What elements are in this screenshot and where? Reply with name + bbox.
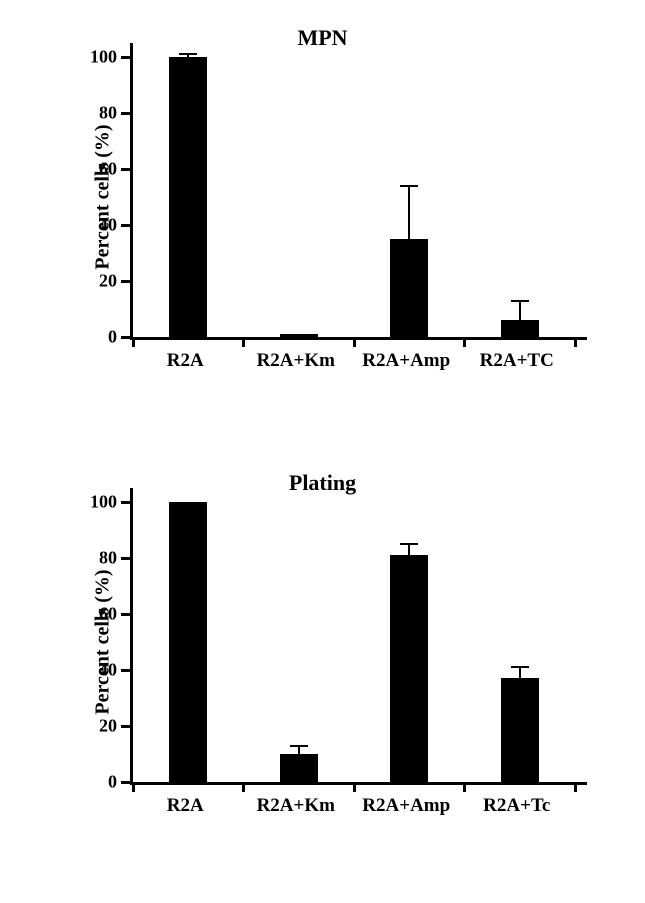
y-tick-label: 100 [90,492,133,513]
y-tick-label: 100 [90,47,133,68]
x-tick-label: R2A [167,350,204,372]
chart-mpn: MPN Percent cells (%) 020406080100 R2AR2… [60,25,585,380]
error-bar [408,544,410,555]
bar [390,555,428,782]
error-cap [400,543,418,545]
x-tick-label: R2A+Amp [362,795,450,817]
y-tick-label: 20 [99,716,133,737]
chart-plating: Plating Percent cells (%) 020406080100 R… [60,470,585,825]
page: MPN Percent cells (%) 020406080100 R2AR2… [0,0,645,903]
axis-overrun [575,337,587,340]
error-bar [519,667,521,678]
y-axis-label: Percent cells (%) [92,569,115,714]
y-tick-label: 20 [99,271,133,292]
error-cap [511,666,529,668]
x-label-row: R2A R2A+Km R2A+Amp R2A+Tc [130,785,575,825]
x-tick-label: R2A+Amp [362,350,450,372]
error-cap [400,185,418,187]
y-tick-label: 60 [99,159,133,180]
bar [280,754,318,782]
chart-title: Plating [60,470,585,496]
bar [169,57,207,337]
error-cap [179,53,197,55]
plot-area: Percent cells (%) 020406080100 [130,57,575,340]
bar [169,502,207,782]
x-tick-label: R2A+Km [257,350,335,372]
bar [390,239,428,337]
x-tick-label: R2A+Km [257,795,335,817]
y-axis-label: Percent cells (%) [92,124,115,269]
y-tick-label: 60 [99,604,133,625]
error-bar [519,301,521,321]
chart-title: MPN [60,25,585,51]
y-tick-label: 40 [99,215,133,236]
x-tick-label: R2A+TC [480,350,554,372]
axis-overrun [130,43,133,57]
error-bar [298,746,300,754]
bar [280,334,318,337]
chart-wrap: Percent cells (%) 020406080100 R2A R2A+Km… [60,57,585,380]
y-tick-label: 80 [99,548,133,569]
axis-overrun [130,488,133,502]
error-cap [511,300,529,302]
error-cap [290,745,308,747]
x-label-row: R2A R2A+Km R2A+Amp R2A+TC [130,340,575,380]
x-tick-label: R2A [167,795,204,817]
y-tick-label: 80 [99,103,133,124]
bar [501,678,539,782]
bar [501,320,539,337]
chart-wrap: Percent cells (%) 020406080100 R2A R2A+Km… [60,502,585,825]
x-tick-label: R2A+Tc [483,795,550,817]
y-tick-label: 40 [99,660,133,681]
error-bar [408,186,410,239]
axis-overrun [575,782,587,785]
plot-area: Percent cells (%) 020406080100 [130,502,575,785]
